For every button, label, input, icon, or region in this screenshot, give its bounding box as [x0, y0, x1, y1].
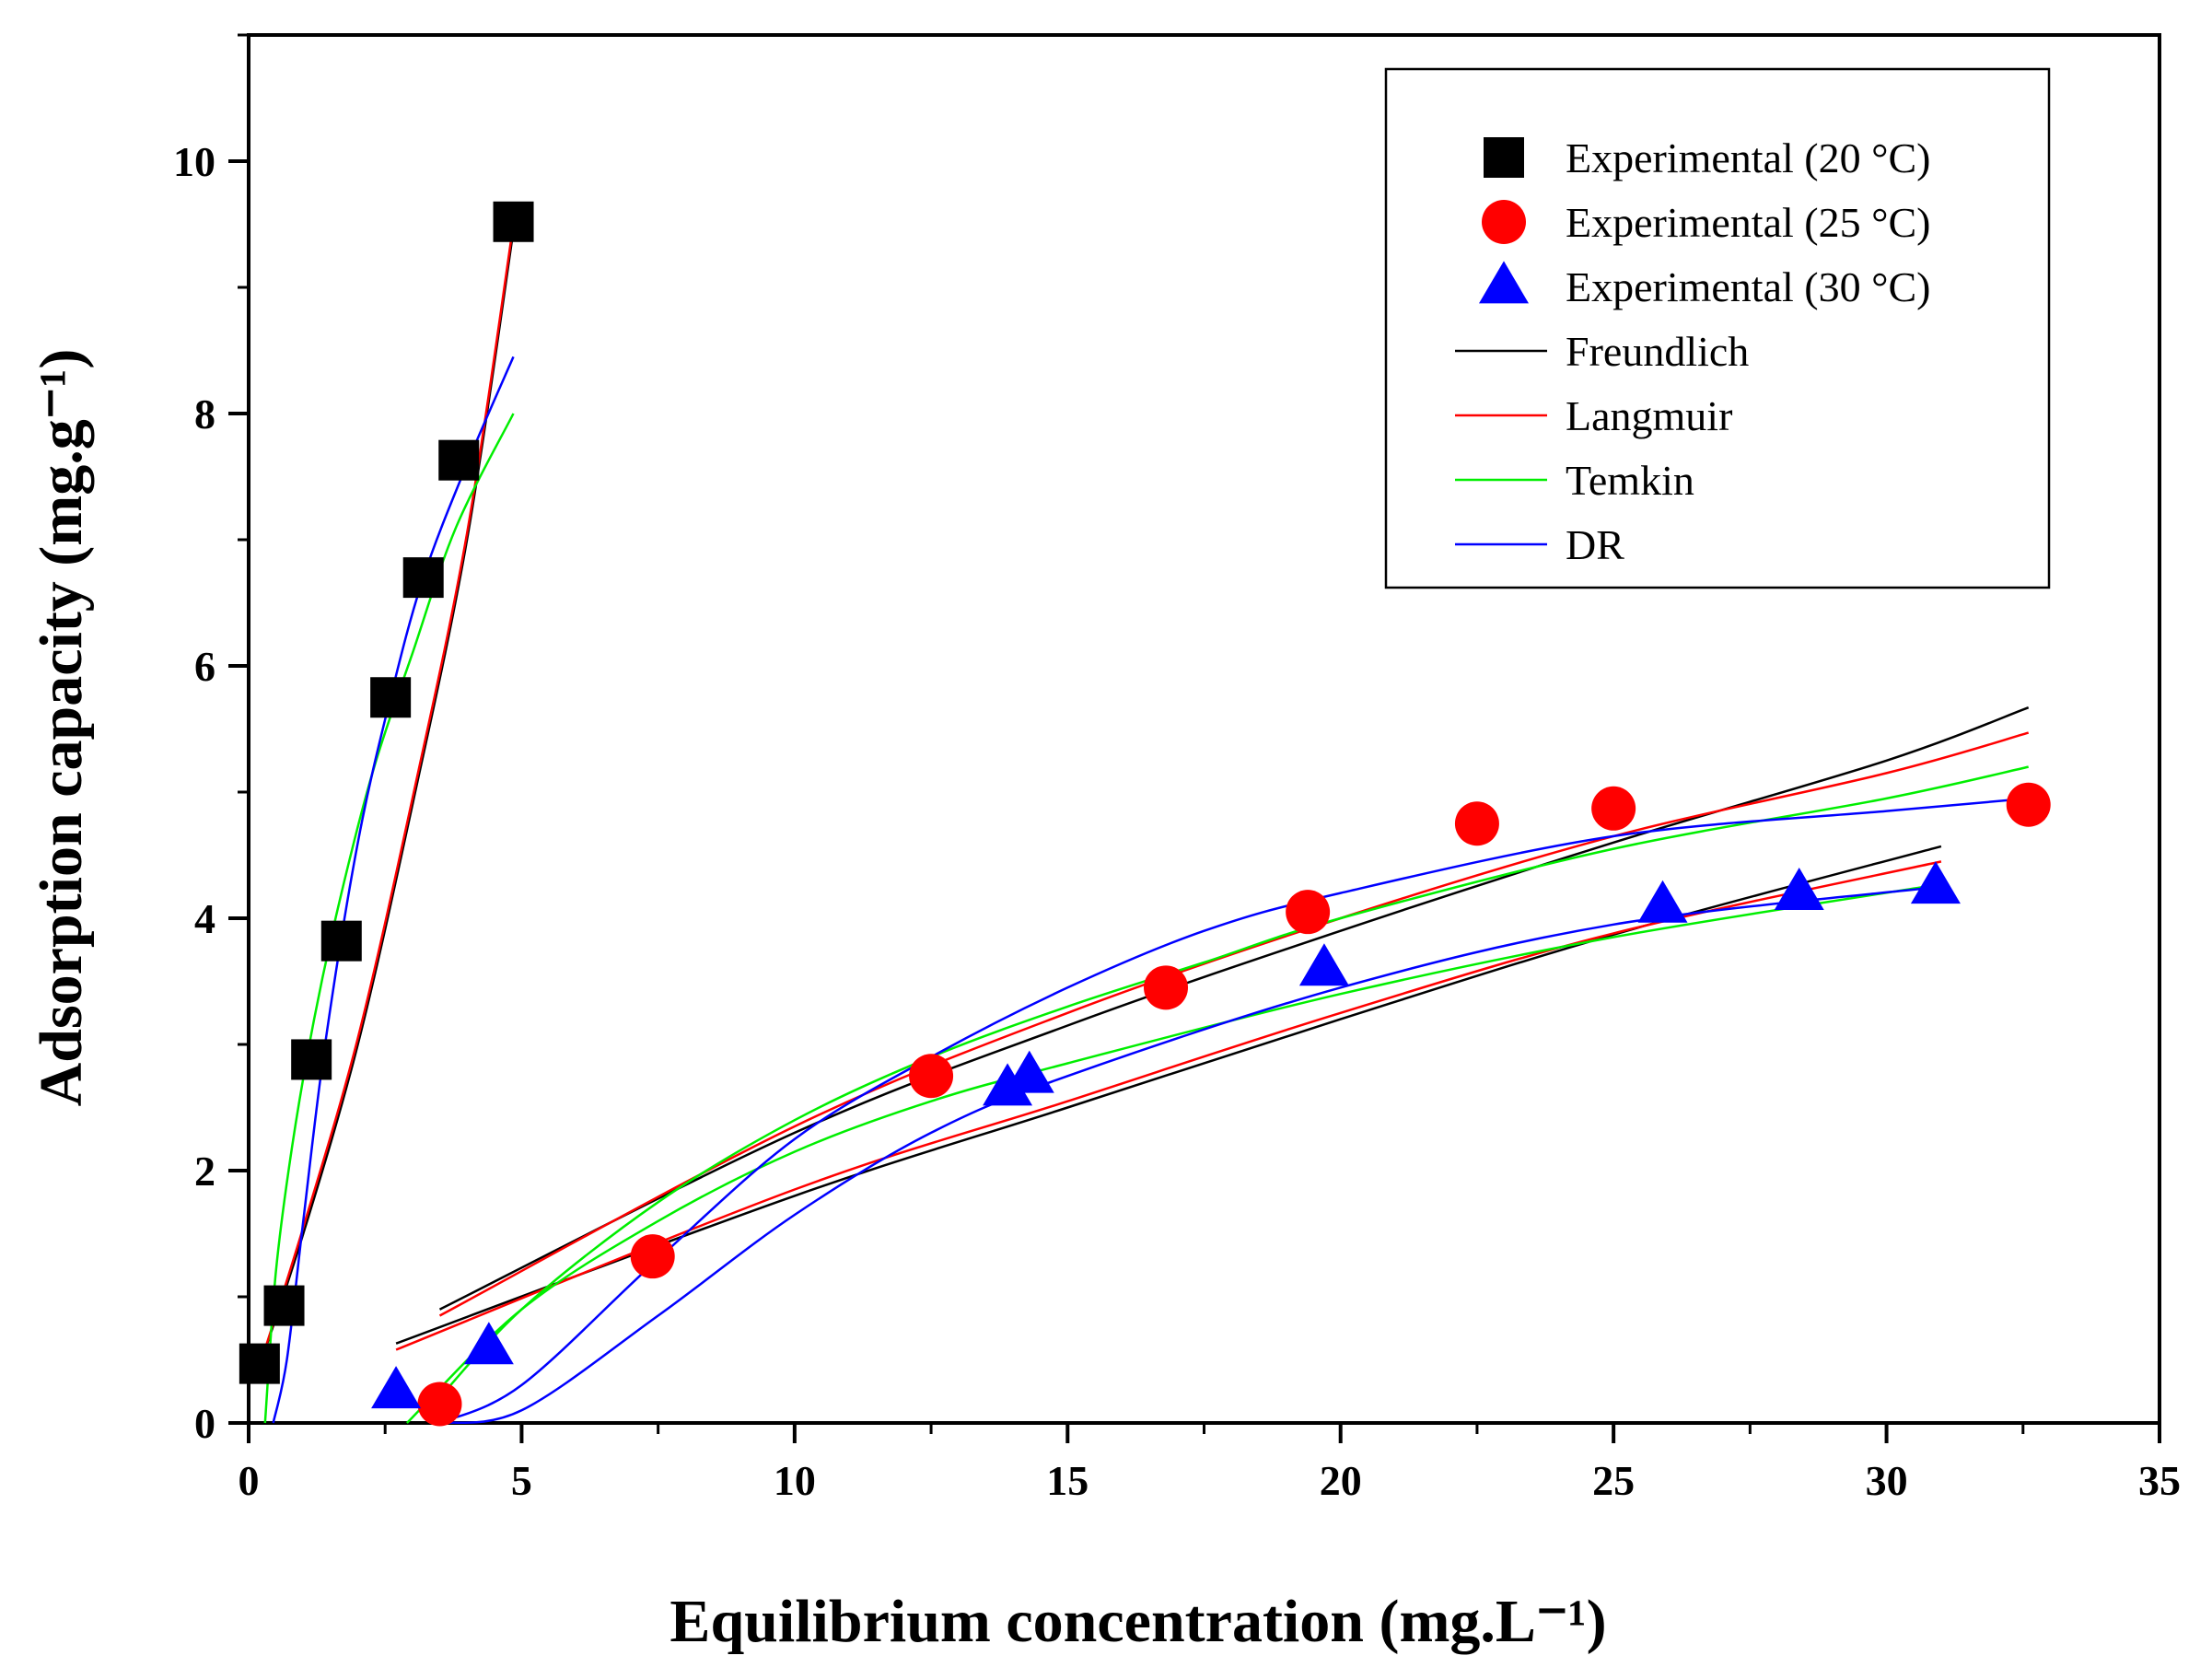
point-30c-6 — [1637, 880, 1688, 923]
point-25c-6 — [1454, 801, 1499, 846]
axes: 0 5 10 15 20 25 30 35 0 2 4 6 8 10 — [173, 33, 2181, 1504]
legend-label-temkin: Temkin — [1566, 457, 1694, 504]
freundlich-fit-curve-2 — [438, 706, 2030, 1311]
point-30c-1 — [371, 1366, 422, 1409]
langmuir-fit-curve-3 — [395, 860, 1942, 1351]
y-tick-label-8: 8 — [194, 391, 215, 437]
point-25c-1 — [417, 1382, 462, 1427]
y-tick-label-4: 4 — [194, 895, 215, 942]
y-tick-label-10: 10 — [173, 138, 215, 185]
point-20c-7 — [438, 439, 480, 481]
legend-label-experimental-25-c: Experimental (25 °C) — [1566, 199, 1931, 246]
temkin-fit-curve-3 — [406, 882, 1942, 1424]
legend-marker-experimental-25-c — [1482, 200, 1526, 244]
point-30c-5 — [1298, 943, 1349, 986]
point-20c-8 — [493, 201, 534, 242]
point-25c-5 — [1286, 890, 1331, 935]
y-tick-label-6: 6 — [194, 643, 215, 690]
x-tick-label-15: 15 — [1046, 1457, 1089, 1504]
point-25c-3 — [909, 1054, 954, 1099]
point-25c-2 — [630, 1234, 675, 1279]
point-20c-3 — [291, 1039, 332, 1080]
x-tick-label-25: 25 — [1592, 1457, 1635, 1504]
langmuir-fit-curve-1 — [258, 224, 515, 1367]
point-25c-7 — [1591, 786, 1636, 831]
point-30c-8 — [1910, 861, 1961, 904]
x-tick-label-10: 10 — [774, 1457, 816, 1504]
point-30c-2 — [463, 1322, 514, 1365]
y-tick-label-0: 0 — [194, 1400, 215, 1447]
x-tick-label-35: 35 — [2138, 1457, 2181, 1504]
legend-label-langmuir: Langmuir — [1566, 392, 1732, 439]
legend-label-experimental-20-c: Experimental (20 °C) — [1566, 134, 1931, 181]
x-tick-label-20: 20 — [1320, 1457, 1362, 1504]
point-20c-2 — [263, 1285, 305, 1326]
x-tick-label-5: 5 — [511, 1457, 532, 1504]
temkin-fit-curve-2 — [427, 765, 2029, 1412]
legend-label-freundlich: Freundlich — [1566, 328, 1749, 375]
y-axis-title: Adsorption capacity (mg.g⁻¹) — [28, 349, 95, 1107]
freundlich-fit-curve-1 — [258, 230, 515, 1367]
x-tick-label-0: 0 — [239, 1457, 260, 1504]
langmuir-fit-curve-2 — [438, 731, 2030, 1317]
legend-label-dr: DR — [1566, 521, 1624, 568]
point-25c-8 — [2006, 782, 2051, 827]
x-axis-title: Equilibrium concentration (mg.L⁻¹) — [669, 1588, 1606, 1655]
point-30c-3 — [983, 1063, 1033, 1106]
point-25c-4 — [1144, 965, 1188, 1010]
point-20c-6 — [402, 557, 444, 599]
legend-marker-experimental-30-c — [1479, 261, 1529, 304]
legend: Experimental (20 °C) Experimental (25 °C)… — [1384, 67, 2051, 589]
x-tick-label-30: 30 — [1866, 1457, 1908, 1504]
legend-label-experimental-30-c: Experimental (30 °C) — [1566, 263, 1931, 310]
point-30c-7 — [1774, 868, 1824, 910]
point-20c-1 — [239, 1343, 280, 1384]
temkin-fit-curve-1 — [263, 413, 515, 1424]
point-20c-4 — [320, 920, 362, 962]
y-tick-label-2: 2 — [194, 1148, 215, 1195]
point-20c-5 — [370, 677, 412, 718]
data-markers — [239, 201, 2051, 1427]
legend-marker-experimental-20-c — [1484, 137, 1524, 178]
point-30c-4 — [1004, 1050, 1054, 1093]
